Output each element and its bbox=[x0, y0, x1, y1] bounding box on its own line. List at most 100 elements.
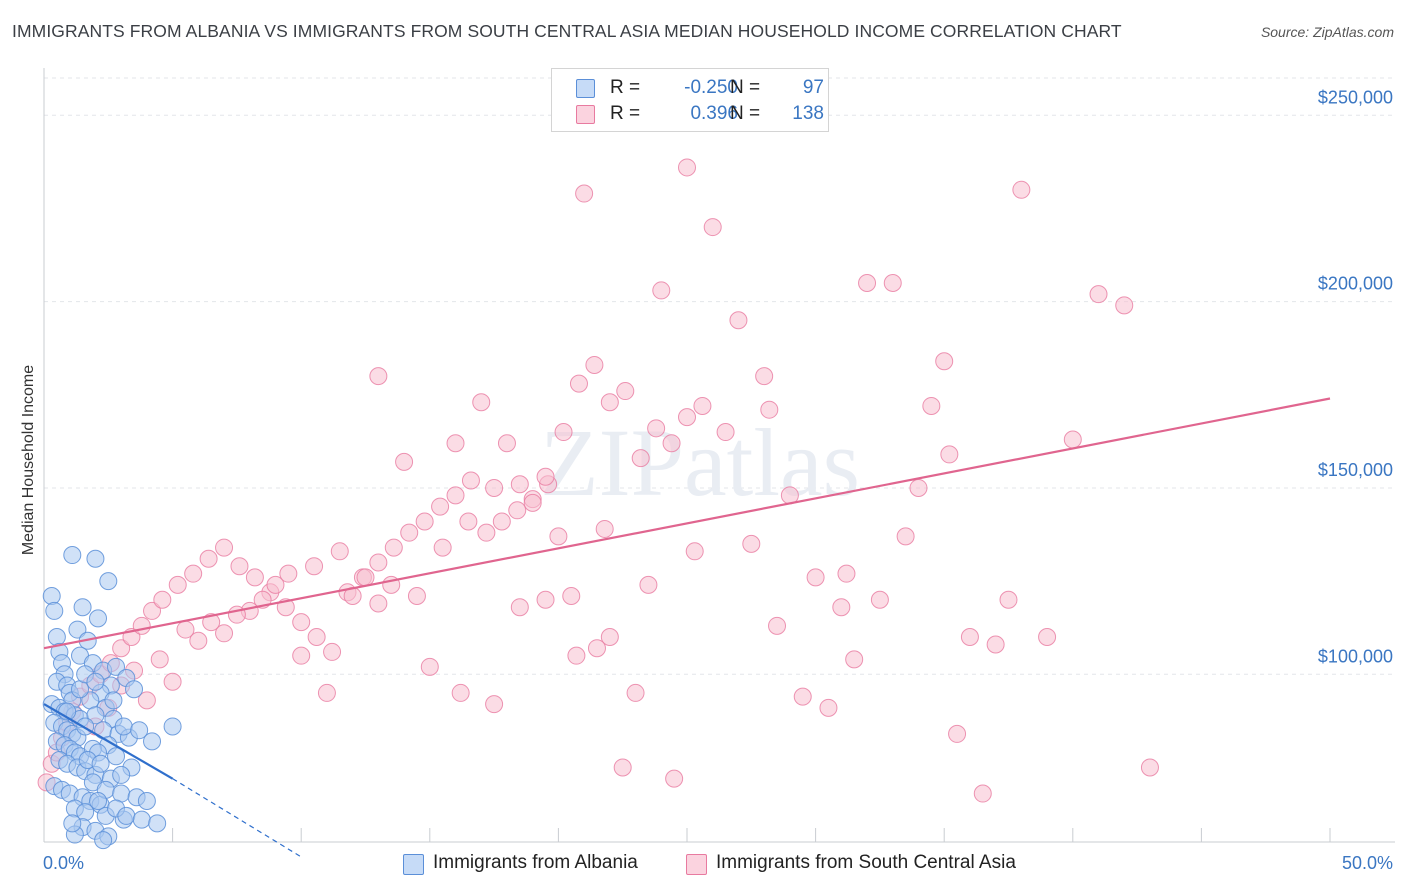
trend-line-albania bbox=[43, 703, 174, 780]
data-point-albania bbox=[130, 721, 149, 740]
data-point-south-central-asia bbox=[870, 590, 889, 609]
data-point-south-central-asia bbox=[554, 423, 573, 442]
albania-swatch bbox=[576, 79, 595, 98]
data-point-south-central-asia bbox=[477, 523, 496, 542]
data-point-albania bbox=[91, 754, 110, 773]
data-point-albania bbox=[89, 609, 108, 628]
data-point-south-central-asia bbox=[400, 523, 419, 542]
data-point-south-central-asia bbox=[420, 657, 439, 676]
data-point-south-central-asia bbox=[1089, 285, 1108, 304]
data-point-south-central-asia bbox=[948, 724, 967, 743]
data-point-south-central-asia bbox=[716, 423, 735, 442]
data-point-south-central-asia bbox=[616, 382, 635, 401]
data-point-south-central-asia bbox=[433, 538, 452, 557]
data-point-south-central-asia bbox=[639, 575, 658, 594]
r-value: 0.396 bbox=[690, 103, 738, 124]
r-value: -0.250 bbox=[684, 77, 738, 98]
n-value: 138 bbox=[792, 103, 824, 124]
n-label: N = bbox=[730, 103, 761, 124]
data-point-albania bbox=[132, 810, 151, 829]
data-point-south-central-asia bbox=[742, 534, 761, 553]
tick-labels: $100,000 $150,000 $200,000 $250,000 0.0% 50.0… bbox=[43, 87, 1393, 873]
data-point-south-central-asia bbox=[999, 590, 1018, 609]
data-point-south-central-asia bbox=[176, 620, 195, 639]
data-point-south-central-asia bbox=[562, 587, 581, 606]
data-point-south-central-asia bbox=[143, 601, 162, 620]
data-point-albania bbox=[112, 765, 131, 784]
data-point-south-central-asia bbox=[665, 769, 684, 788]
gridlines bbox=[44, 77, 1395, 675]
data-point-south-central-asia bbox=[922, 396, 941, 415]
data-point-south-central-asia bbox=[569, 374, 588, 393]
data-point-south-central-asia bbox=[837, 564, 856, 583]
data-point-south-central-asia bbox=[497, 434, 516, 453]
data-point-south-central-asia bbox=[323, 642, 342, 661]
data-point-south-central-asia bbox=[330, 542, 349, 561]
data-point-south-central-asia bbox=[678, 158, 696, 177]
data-point-south-central-asia bbox=[600, 628, 619, 647]
data-point-albania bbox=[117, 806, 136, 825]
data-point-south-central-asia bbox=[935, 352, 954, 371]
data-point-south-central-asia bbox=[199, 549, 218, 568]
trend-line-south-central-asia bbox=[43, 397, 1331, 650]
data-point-south-central-asia bbox=[1063, 430, 1082, 449]
data-point-south-central-asia bbox=[132, 616, 151, 635]
data-point-south-central-asia bbox=[446, 486, 465, 505]
series-south-central-asia bbox=[37, 158, 1159, 803]
data-point-albania bbox=[163, 717, 182, 736]
data-point-albania bbox=[125, 680, 144, 699]
data-point-south-central-asia bbox=[652, 281, 671, 300]
data-point-south-central-asia bbox=[215, 624, 234, 643]
data-point-south-central-asia bbox=[369, 594, 388, 613]
data-point-south-central-asia bbox=[896, 527, 915, 546]
data-point-south-central-asia bbox=[613, 758, 632, 777]
data-point-albania bbox=[104, 691, 123, 710]
data-point-south-central-asia bbox=[292, 613, 311, 632]
data-point-albania bbox=[99, 572, 118, 591]
data-point-south-central-asia bbox=[662, 434, 681, 453]
legend-label: Immigrants from South Central Asia bbox=[716, 852, 1016, 873]
data-point-south-central-asia bbox=[510, 598, 529, 617]
data-point-south-central-asia bbox=[384, 538, 403, 557]
correlation-legend: R = -0.250 N = 97 R = 0.396 N = 138 bbox=[551, 68, 829, 132]
data-point-south-central-asia bbox=[678, 408, 696, 427]
data-point-south-central-asia bbox=[587, 639, 606, 658]
data-point-albania bbox=[68, 620, 87, 639]
data-point-south-central-asia bbox=[575, 184, 594, 203]
series-albania bbox=[42, 546, 182, 850]
data-point-south-central-asia bbox=[536, 467, 555, 486]
r-label: R = bbox=[610, 77, 641, 98]
data-point-south-central-asia bbox=[845, 650, 864, 669]
data-point-south-central-asia bbox=[909, 478, 928, 497]
data-point-south-central-asia bbox=[415, 512, 434, 531]
data-point-south-central-asia bbox=[647, 419, 666, 438]
data-point-south-central-asia bbox=[137, 691, 156, 710]
data-point-albania bbox=[107, 657, 126, 676]
watermark: ZIPatlas bbox=[540, 409, 860, 516]
chart-title: IMMIGRANTS FROM ALBANIA VS IMMIGRANTS FR… bbox=[12, 21, 1122, 41]
data-point-south-central-asia bbox=[472, 393, 491, 412]
data-point-south-central-asia bbox=[459, 512, 478, 531]
data-point-south-central-asia bbox=[986, 635, 1005, 654]
data-point-south-central-asia bbox=[202, 613, 221, 632]
data-point-south-central-asia bbox=[485, 478, 504, 497]
x-tick-label: 0.0% bbox=[43, 853, 84, 873]
data-point-south-central-asia bbox=[819, 698, 838, 717]
data-point-south-central-asia bbox=[279, 564, 298, 583]
data-point-south-central-asia bbox=[768, 616, 787, 635]
data-point-south-central-asia bbox=[112, 639, 131, 658]
data-point-south-central-asia bbox=[567, 646, 586, 665]
data-point-albania bbox=[94, 831, 113, 850]
albania-swatch bbox=[403, 854, 424, 875]
data-point-albania bbox=[45, 601, 64, 620]
r-label: R = bbox=[610, 103, 641, 124]
data-point-south-central-asia bbox=[292, 646, 311, 665]
axes bbox=[43, 68, 1395, 843]
south-central-asia-swatch bbox=[576, 105, 595, 124]
data-point-albania bbox=[86, 706, 105, 725]
data-point-south-central-asia bbox=[407, 587, 426, 606]
data-point-south-central-asia bbox=[215, 538, 234, 557]
data-point-south-central-asia bbox=[356, 568, 375, 587]
data-point-albania bbox=[143, 732, 162, 751]
data-point-albania bbox=[73, 598, 92, 617]
